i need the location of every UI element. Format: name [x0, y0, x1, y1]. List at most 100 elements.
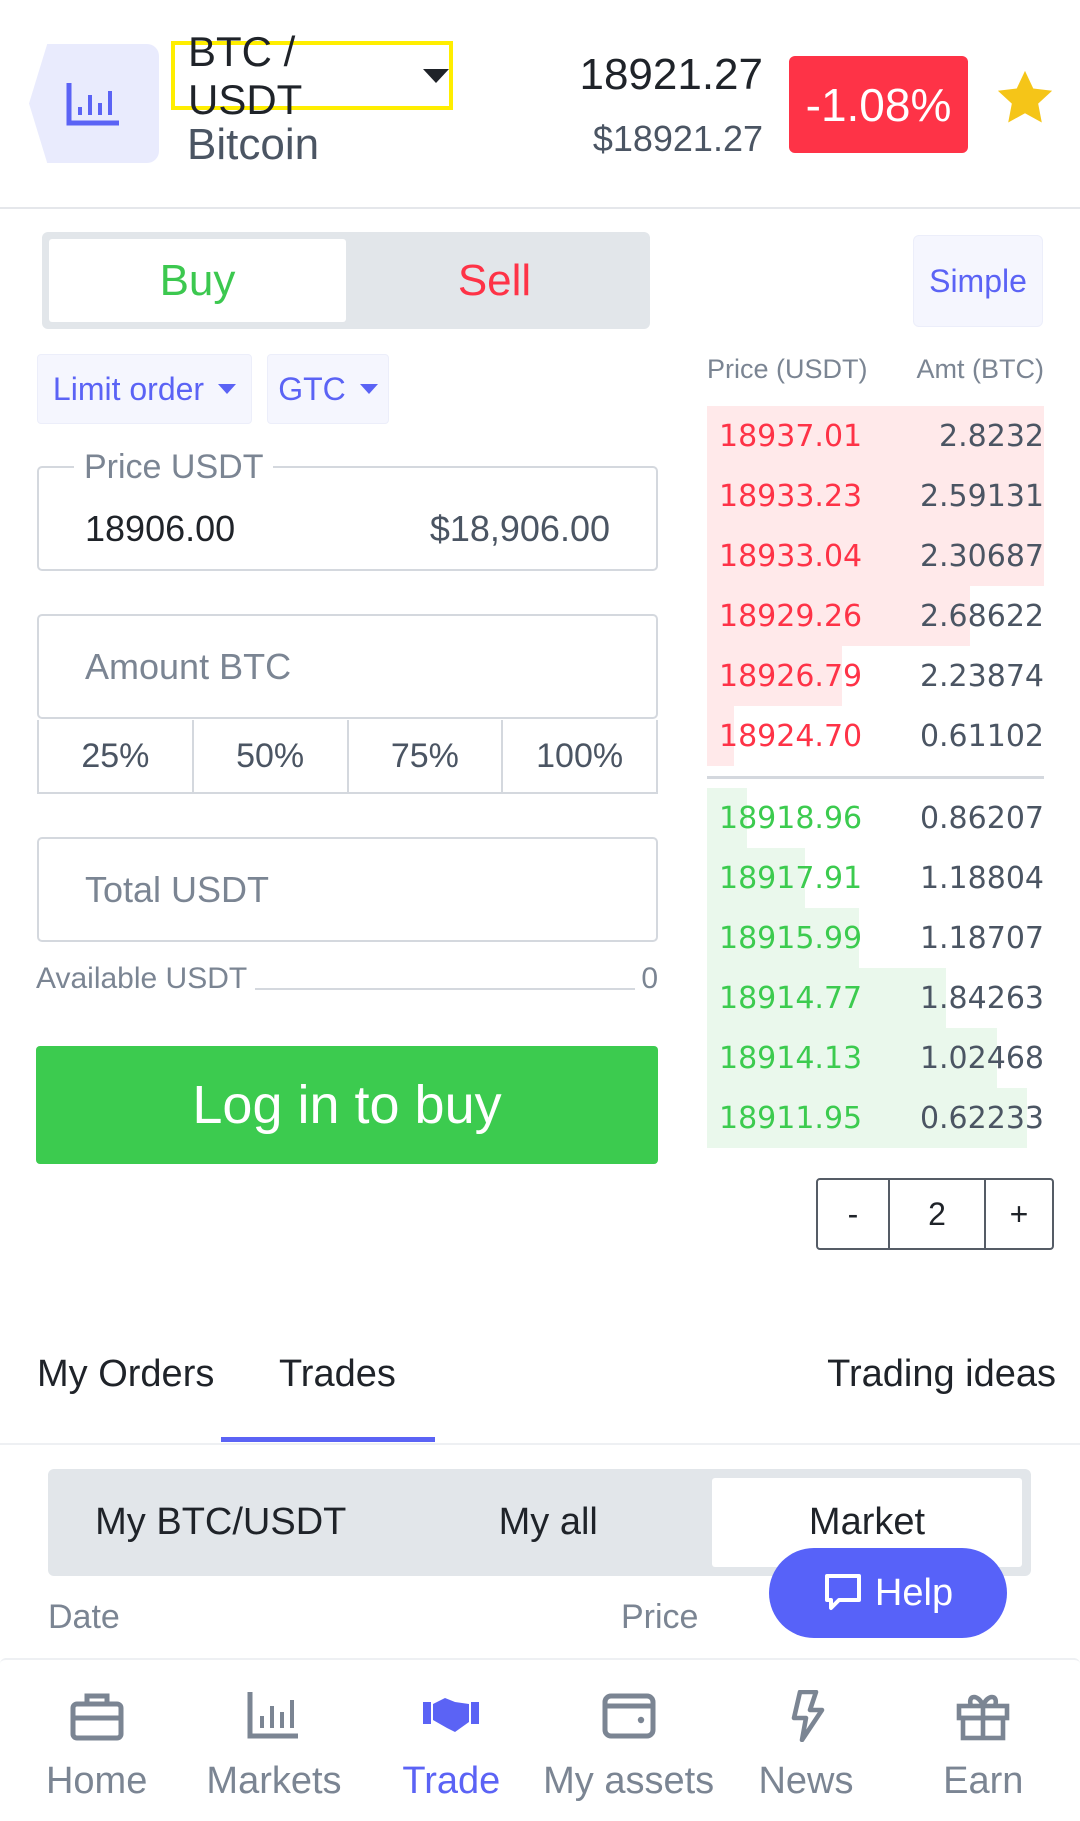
- buy-tab[interactable]: Buy: [49, 239, 346, 322]
- tif-label: GTC: [278, 370, 346, 407]
- bottom-nav: Home Markets Trade My assets News Earn: [0, 1658, 1080, 1821]
- chat-icon: [824, 1574, 861, 1610]
- order-amount: 2.59131: [919, 478, 1044, 514]
- percent-25-button[interactable]: 25%: [39, 720, 194, 792]
- order-price: 18915.99: [719, 920, 863, 956]
- bid-row[interactable]: 18915.99 1.18707: [707, 908, 1044, 968]
- pair-selector[interactable]: BTC / USDT: [171, 28, 453, 123]
- login-to-buy-button[interactable]: Log in to buy: [36, 1046, 658, 1164]
- percent-50-button[interactable]: 50%: [194, 720, 349, 792]
- order-type-dropdown[interactable]: Limit order: [37, 354, 252, 424]
- order-price: 18933.23: [719, 478, 863, 514]
- total-input[interactable]: Total USDT: [37, 837, 658, 942]
- tab-trading-ideas[interactable]: Trading ideas: [827, 1353, 1056, 1395]
- orderbook-price-header: Price (USDT): [707, 354, 868, 384]
- caret-down-icon: [218, 384, 237, 394]
- price-value: 18906.00: [85, 507, 236, 549]
- wallet-icon: [602, 1693, 656, 1739]
- nav-my-assets[interactable]: My assets: [540, 1660, 717, 1821]
- order-type-label: Limit order: [52, 370, 205, 407]
- depth-bar: [707, 1088, 1028, 1148]
- order-price: 18914.13: [719, 1040, 863, 1076]
- nav-news[interactable]: News: [717, 1660, 894, 1821]
- depth-bar: [707, 466, 1044, 526]
- handshake-icon: [423, 1698, 480, 1732]
- ask-row[interactable]: 18926.79 2.23874: [707, 646, 1044, 706]
- bar-chart-icon: [247, 1692, 298, 1739]
- order-price: 18933.04: [719, 538, 863, 574]
- order-amount: 1.84263: [919, 980, 1044, 1016]
- order-amount: 1.02468: [919, 1040, 1044, 1076]
- bid-row[interactable]: 18914.13 1.02468: [707, 1028, 1044, 1088]
- last-price-usd: $18921.27: [592, 118, 763, 159]
- precision-minus-button[interactable]: -: [818, 1180, 890, 1248]
- depth-bar: [707, 646, 842, 706]
- tab-trades[interactable]: Trades: [279, 1353, 396, 1395]
- column-date: Date: [48, 1598, 120, 1636]
- depth-bar: [707, 1028, 997, 1088]
- percent-75-button[interactable]: 75%: [349, 720, 504, 792]
- order-price: 18926.79: [719, 658, 863, 694]
- available-label: Available USDT: [36, 962, 248, 995]
- depth-bar: [707, 586, 970, 646]
- bid-row[interactable]: 18918.96 0.86207: [707, 788, 1044, 848]
- depth-bar: [707, 968, 947, 1028]
- help-button[interactable]: Help: [769, 1548, 1007, 1638]
- bid-row[interactable]: 18917.91 1.18804: [707, 848, 1044, 908]
- segment-my-pair[interactable]: My BTC/USDT: [95, 1501, 347, 1543]
- price-input[interactable]: 18906.00 $18,906.00: [37, 466, 658, 571]
- nav-markets[interactable]: Markets: [185, 1660, 362, 1821]
- ask-row[interactable]: 18937.01 2.8232: [707, 406, 1044, 466]
- nav-trade[interactable]: Trade: [363, 1660, 540, 1821]
- percent-100-button[interactable]: 100%: [536, 736, 624, 775]
- asks-list: 18937.01 2.8232 18933.23 2.59131 18933.04 2.3…: [707, 406, 1044, 766]
- nav-home[interactable]: Home: [8, 1660, 185, 1821]
- bid-row[interactable]: 18914.77 1.84263: [707, 968, 1044, 1028]
- header-divider: [0, 207, 1080, 209]
- order-amount: 0.61102: [919, 718, 1044, 754]
- coin-name: Bitcoin: [187, 120, 320, 169]
- pair-label: BTC / USDT: [188, 27, 303, 123]
- gift-icon: [956, 1694, 1010, 1741]
- chart-button[interactable]: [29, 44, 159, 163]
- precision-plus-button[interactable]: +: [1009, 1195, 1029, 1232]
- order-price: 18918.96: [719, 800, 863, 836]
- bar-chart-icon: [66, 82, 119, 125]
- last-price: 18921.27: [579, 50, 763, 99]
- available-value: 0: [641, 962, 658, 995]
- price-label: Price USDT: [74, 448, 274, 487]
- ask-row[interactable]: 18933.04 2.30687: [707, 526, 1044, 586]
- ask-row[interactable]: 18924.70 0.61102: [707, 706, 1044, 766]
- bid-row[interactable]: 18911.95 0.62233: [707, 1088, 1044, 1148]
- precision-stepper: - 2 +: [816, 1178, 1054, 1250]
- star-icon[interactable]: [994, 68, 1056, 133]
- order-amount: 0.86207: [919, 800, 1044, 836]
- caret-down-icon: [423, 68, 449, 83]
- ask-row[interactable]: 18933.23 2.59131: [707, 466, 1044, 526]
- sell-tab[interactable]: Sell: [457, 255, 532, 305]
- depth-bar: [707, 788, 748, 848]
- order-price: 18937.01: [719, 418, 863, 454]
- amount-placeholder: Amount BTC: [85, 645, 292, 687]
- order-price: 18924.70: [719, 718, 863, 754]
- order-amount: 2.23874: [919, 658, 1044, 694]
- amount-input[interactable]: Amount BTC: [37, 614, 658, 719]
- tab-my-orders[interactable]: My Orders: [37, 1353, 215, 1395]
- order-amount: 2.8232: [939, 418, 1044, 454]
- order-amount: 0.62233: [919, 1100, 1044, 1136]
- order-price: 18917.91: [719, 860, 863, 896]
- ask-row[interactable]: 18929.26 2.68622: [707, 586, 1044, 646]
- depth-bar: [707, 706, 734, 766]
- precision-value: 2: [890, 1180, 986, 1248]
- segment-my-all[interactable]: My all: [498, 1501, 598, 1543]
- depth-bar: [707, 848, 805, 908]
- simple-button[interactable]: Simple: [913, 235, 1043, 327]
- order-amount: 2.30687: [919, 538, 1044, 574]
- caret-down-icon: [359, 384, 378, 394]
- order-amount: 2.68622: [919, 598, 1044, 634]
- price-usd-value: $18,906.00: [429, 507, 610, 549]
- nav-earn[interactable]: Earn: [895, 1660, 1072, 1821]
- time-in-force-dropdown[interactable]: GTC: [267, 354, 389, 424]
- depth-bar: [707, 526, 1044, 586]
- depth-bar: [707, 908, 859, 968]
